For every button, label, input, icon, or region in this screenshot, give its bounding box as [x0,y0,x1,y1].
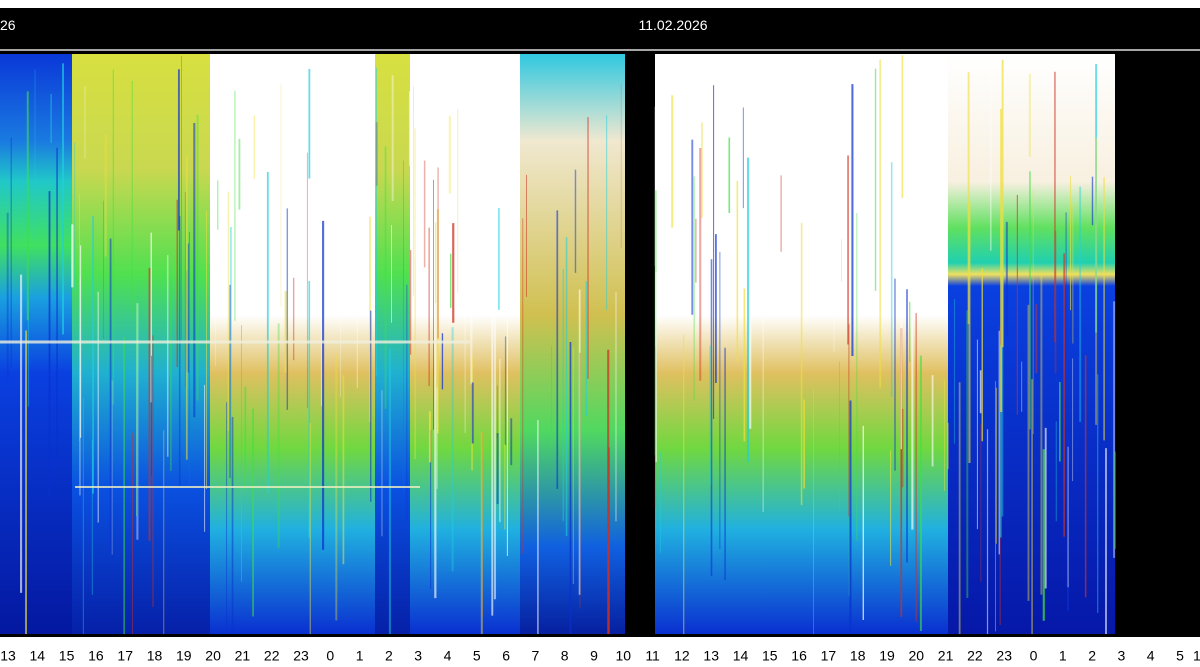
band [210,54,375,634]
x-tick-label: 19 [879,648,895,664]
x-tick-label: 21 [235,648,251,664]
band [948,54,1115,634]
x-tick-label: 7 [532,648,540,664]
x-tick-label: 5 [473,648,481,664]
x-tick-label: 22 [967,648,983,664]
x-tick-label: 10 [616,648,632,664]
x-tick-label: 1 [1193,648,1200,664]
x-tick-label: 15 [59,648,75,664]
x-tick-label: 5 [1176,648,1184,664]
x-tick-label: 1 [1059,648,1067,664]
x-tick-label: 23 [996,648,1012,664]
band [655,54,900,634]
x-tick-label: 23 [293,648,309,664]
x-tick-label: 16 [88,648,104,664]
x-tick-label: 4 [444,648,452,664]
x-tick-label: 4 [1147,648,1155,664]
x-tick-label: 17 [117,648,133,664]
x-tick-label: 0 [326,648,334,664]
x-tick-label: 6 [502,648,510,664]
x-tick-label: 3 [414,648,422,664]
x-tick-label: 17 [821,648,837,664]
x-tick-label: 11 [645,648,660,664]
x-tick-label: 9 [590,648,598,664]
header-left: 26 [0,17,16,33]
band [0,54,72,634]
x-tick-label: 22 [264,648,280,664]
x-tick-label: 18 [850,648,866,664]
x-tick-label: 21 [938,648,954,664]
x-tick-label: 18 [147,648,163,664]
header-date: 11.02.2026 [638,17,707,33]
x-tick-label: 15 [762,648,778,664]
x-tick-label: 19 [176,648,192,664]
x-tick-label: 12 [674,648,690,664]
x-tick-label: 13 [703,648,719,664]
x-tick-label: 2 [1088,648,1096,664]
noise-streaks [6,54,1116,634]
x-axis: 13 14 15 16 17 18 19 20 21 22 23 0 1 2 3 4 5 6 7 8 9 10 11 12 13… [0,648,1200,664]
band [900,54,948,634]
x-tick-label: 20 [909,648,925,664]
band [375,54,410,634]
x-tick-label: 1 [356,648,364,664]
x-tick-label: 3 [1118,648,1126,664]
x-tick-label: 16 [791,648,807,664]
x-tick-label: 14 [733,648,749,664]
x-tick-label: 13 [0,648,16,664]
x-tick-label: 0 [1030,648,1038,664]
axis-strip [0,637,1200,667]
x-tick-label: 2 [385,648,393,664]
x-tick-label: 8 [561,648,569,664]
x-tick-label: 20 [205,648,221,664]
x-tick-label: 14 [30,648,46,664]
